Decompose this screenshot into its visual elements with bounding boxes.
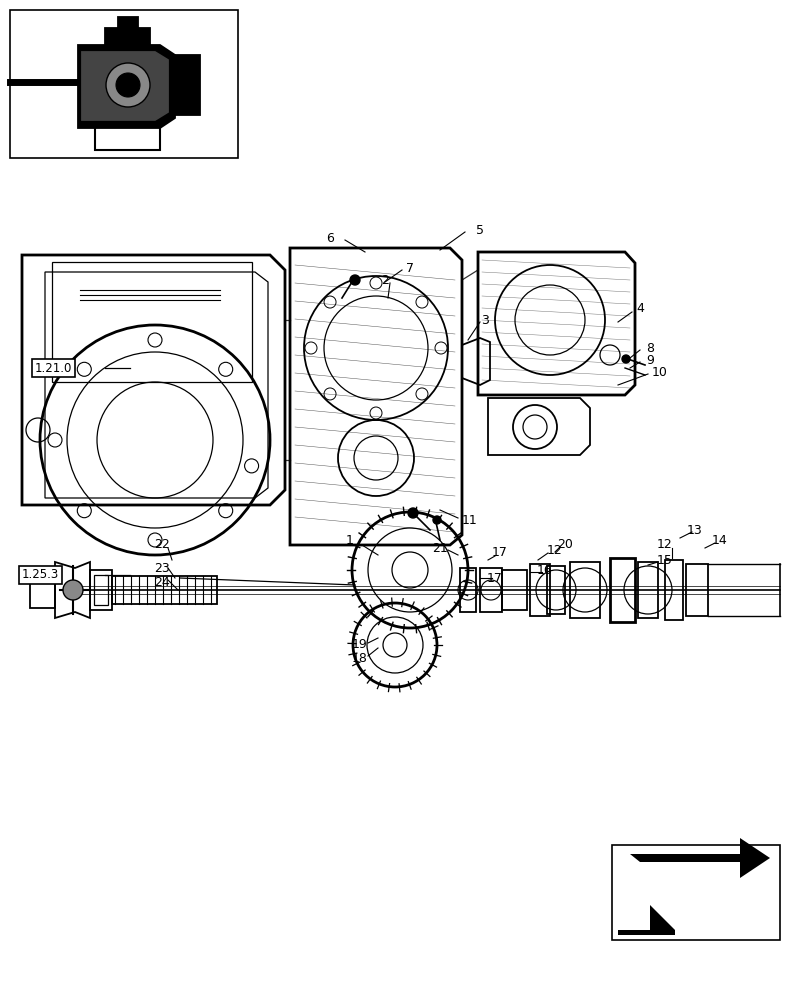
Circle shape	[350, 275, 360, 285]
Polygon shape	[82, 52, 168, 120]
Bar	[118, 17, 138, 32]
Bar	[665, 560, 683, 620]
Text: 13: 13	[687, 524, 703, 536]
Text: 17: 17	[492, 546, 508, 560]
Text: 12: 12	[657, 538, 673, 552]
Text: 8: 8	[646, 342, 654, 355]
Bar	[95, 122, 160, 150]
Bar	[460, 568, 476, 612]
Text: 1.25.3: 1.25.3	[22, 568, 59, 582]
Text: 10: 10	[652, 365, 668, 378]
Circle shape	[106, 63, 150, 107]
Bar	[610, 558, 635, 622]
Bar	[530, 564, 550, 616]
Text: 21: 21	[432, 542, 448, 554]
Bar	[105, 28, 150, 50]
Circle shape	[408, 508, 418, 518]
Bar	[612, 845, 780, 940]
Bar	[638, 562, 658, 618]
Text: 17: 17	[487, 572, 503, 584]
Bar	[170, 55, 200, 115]
Bar	[90, 570, 112, 610]
Text: 9: 9	[646, 354, 654, 366]
Text: 18: 18	[352, 652, 368, 664]
Text: 3: 3	[481, 314, 489, 326]
Text: 23: 23	[154, 562, 170, 574]
Bar	[502, 570, 527, 610]
Text: 22: 22	[154, 538, 170, 552]
Text: 1.21.0: 1.21.0	[35, 361, 73, 374]
Text: 20: 20	[557, 538, 573, 552]
Bar	[10, 10, 238, 158]
Bar	[547, 566, 565, 614]
Text: 5: 5	[476, 224, 484, 236]
Text: 15: 15	[657, 554, 673, 566]
Bar	[686, 564, 708, 616]
Circle shape	[63, 580, 83, 600]
Text: 14: 14	[712, 534, 728, 546]
Circle shape	[622, 355, 630, 363]
Bar	[570, 562, 600, 618]
Text: 16: 16	[537, 564, 553, 576]
Bar	[112, 576, 217, 604]
Circle shape	[433, 516, 441, 524]
Text: 11: 11	[462, 514, 478, 526]
Text: 2: 2	[381, 273, 389, 286]
Polygon shape	[630, 838, 770, 878]
Text: 7: 7	[406, 261, 414, 274]
Circle shape	[116, 73, 140, 97]
Text: 6: 6	[326, 232, 334, 244]
Text: 19: 19	[352, 639, 368, 652]
Text: 24: 24	[154, 576, 170, 588]
Bar	[52, 262, 252, 382]
Polygon shape	[78, 45, 175, 128]
Polygon shape	[618, 905, 675, 935]
Text: 12: 12	[547, 544, 563, 556]
Text: 1: 1	[346, 534, 354, 546]
Bar	[480, 568, 502, 612]
Text: 4: 4	[636, 302, 644, 314]
Bar	[94, 575, 108, 605]
